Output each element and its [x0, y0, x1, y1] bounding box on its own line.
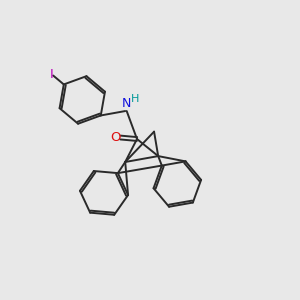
- Text: I: I: [50, 68, 53, 81]
- Text: H: H: [131, 94, 140, 104]
- Text: N: N: [122, 97, 131, 110]
- Text: O: O: [110, 131, 121, 144]
